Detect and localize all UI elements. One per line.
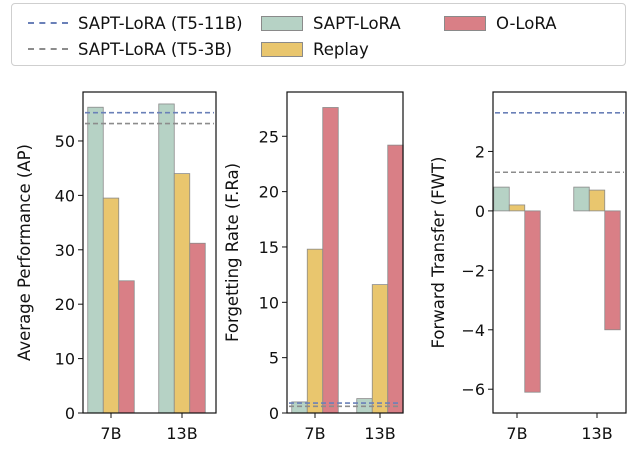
- bar-sapt-lora-13b: [158, 103, 175, 414]
- legend: SAPT-LoRA (T5-11B) SAPT-LoRA (T5-3B) SAP…: [11, 3, 626, 66]
- y-tick-label: 2: [475, 142, 485, 161]
- bar-replay-7b: [102, 197, 120, 414]
- bar-replay-13b: [173, 173, 191, 414]
- legend-dashed-line-swatch: [28, 22, 68, 24]
- bar-o-lora-7b: [322, 107, 339, 414]
- legend-item-sapt-t5-3b: SAPT-LoRA (T5-3B): [28, 38, 232, 60]
- bar-sapt-lora-7b: [87, 106, 104, 414]
- x-tick-label: 7B: [304, 424, 325, 443]
- bar-replay-13b: [588, 189, 606, 212]
- legend-item-sapt: SAPT-LoRA: [261, 12, 401, 34]
- axes-frame: [82, 91, 217, 414]
- bar-replay-7b: [306, 248, 324, 414]
- axes-frame: [492, 91, 627, 414]
- axes-frame: [286, 91, 404, 414]
- bar-sapt-lora-7b: [493, 186, 510, 212]
- legend-dashed-line-swatch: [28, 48, 68, 50]
- bar-o-lora-13b: [604, 210, 621, 331]
- y-axis-label: Forgetting Rate (F.Ra): [223, 163, 242, 342]
- bar-sapt-lora-13b: [573, 186, 590, 212]
- legend-label: SAPT-LoRA (T5-3B): [78, 39, 233, 59]
- y-tick-label: 20: [55, 295, 75, 314]
- y-tick-label: 0: [269, 404, 279, 423]
- legend-item-sapt-t5-11b: SAPT-LoRA (T5-11B): [28, 12, 243, 34]
- y-axis-label: Forward Transfer (FWT): [429, 157, 448, 349]
- bar-o-lora-13b: [189, 242, 206, 414]
- x-tick-label: 7B: [506, 424, 527, 443]
- legend-color-swatch: [444, 15, 486, 31]
- y-tick-label: 40: [55, 186, 75, 205]
- y-tick-label: 0: [65, 404, 75, 423]
- bar-o-lora-7b: [524, 210, 541, 393]
- y-tick-label: −6: [461, 380, 485, 399]
- y-tick-label: 10: [259, 293, 279, 312]
- y-tick-label: 25: [259, 127, 279, 146]
- legend-label: SAPT-LoRA (T5-11B): [78, 13, 243, 33]
- x-tick-label: 13B: [581, 424, 612, 443]
- y-tick-label: 15: [259, 238, 279, 257]
- legend-label: O-LoRA: [496, 13, 557, 33]
- y-tick-label: 30: [55, 241, 75, 260]
- x-tick-label: 13B: [364, 424, 395, 443]
- y-tick-label: 5: [269, 349, 279, 368]
- legend-item-replay: Replay: [261, 38, 369, 60]
- bar-o-lora-13b: [387, 144, 404, 414]
- y-tick-label: 50: [55, 132, 75, 151]
- y-tick-label: 0: [475, 202, 485, 221]
- y-tick-label: 20: [259, 183, 279, 202]
- bar-replay-13b: [371, 284, 389, 414]
- x-tick-label: 13B: [166, 424, 197, 443]
- y-tick-label: 10: [55, 350, 75, 369]
- bar-o-lora-7b: [118, 280, 135, 414]
- y-tick-label: −2: [461, 261, 485, 280]
- legend-color-swatch: [261, 41, 303, 57]
- legend-item-olora: O-LoRA: [444, 12, 556, 34]
- bar-replay-7b: [508, 204, 526, 212]
- legend-color-swatch: [261, 15, 303, 31]
- y-tick-label: −4: [461, 321, 485, 340]
- legend-label: SAPT-LoRA: [313, 13, 401, 33]
- y-axis-label: Average Performance (AP): [15, 144, 34, 361]
- legend-label: Replay: [313, 39, 369, 59]
- x-tick-label: 7B: [100, 424, 121, 443]
